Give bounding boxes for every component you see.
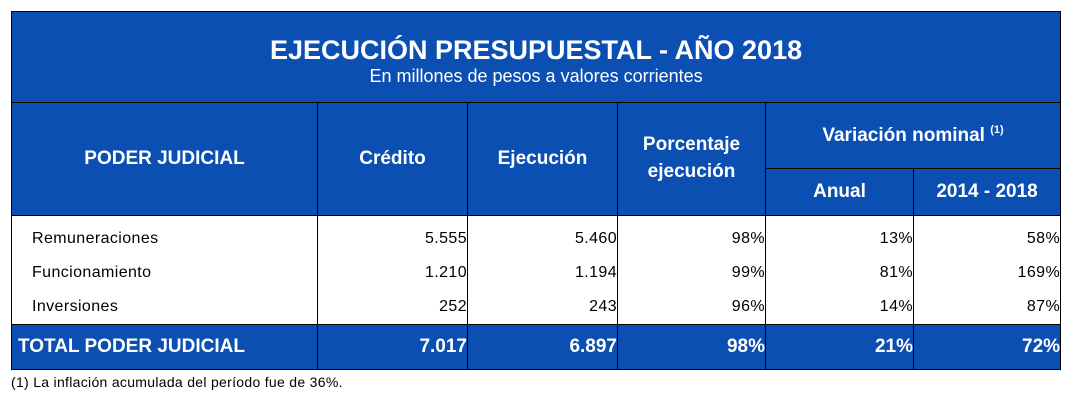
cell-periodo: 87% <box>912 290 1062 325</box>
budget-table: EJECUCIÓN PRESUPUESTAL - AÑO 2018 En mil… <box>10 11 1062 370</box>
total-periodo: 72% <box>912 324 1062 370</box>
total-porcentaje: 98% <box>617 324 766 370</box>
cell-porcentaje: 99% <box>617 256 766 290</box>
header-ejecucion: Ejecución <box>467 102 618 216</box>
header-credito: Crédito <box>317 102 468 216</box>
header-periodo: 2014 - 2018 <box>912 168 1062 216</box>
cell-porcentaje: 98% <box>617 215 766 256</box>
cell-periodo: 58% <box>912 215 1062 256</box>
cell-anual: 81% <box>765 256 914 290</box>
cell-credito: 1.210 <box>317 256 468 290</box>
table-subtitle: En millones de pesos a valores corriente… <box>10 66 1062 103</box>
header-variacion-nominal: Variación nominal (1) <box>764 102 1062 169</box>
row-label: Funcionamiento <box>11 256 318 290</box>
footnote: (1) La inflación acumulada del período f… <box>11 374 343 390</box>
cell-ejecucion: 243 <box>467 290 618 325</box>
row-label: Remuneraciones <box>11 215 318 256</box>
cell-anual: 14% <box>765 290 914 325</box>
cell-ejecucion: 5.460 <box>467 215 618 256</box>
table-title: EJECUCIÓN PRESUPUESTAL - AÑO 2018 <box>10 11 1062 66</box>
cell-periodo: 169% <box>912 256 1062 290</box>
header-anual: Anual <box>765 168 914 216</box>
cell-porcentaje: 96% <box>617 290 766 325</box>
total-label: TOTAL PODER JUDICIAL <box>11 324 318 370</box>
table-row: Remuneraciones 5.555 5.460 98% 13% 58% <box>11 215 1062 256</box>
cell-ejecucion: 1.194 <box>467 256 618 290</box>
total-row: TOTAL PODER JUDICIAL 7.017 6.897 98% 21%… <box>11 324 1062 370</box>
header-porcentaje: Porcentaje ejecución <box>617 102 766 216</box>
header-variacion-label: Variación nominal <box>822 125 985 146</box>
total-ejecucion: 6.897 <box>467 324 618 370</box>
total-credito: 7.017 <box>317 324 468 370</box>
cell-credito: 5.555 <box>317 215 468 256</box>
table-row: Funcionamiento 1.210 1.194 99% 81% 169% <box>11 256 1062 290</box>
table-row: Inversiones 252 243 96% 14% 87% <box>11 290 1062 325</box>
header-poder-judicial: PODER JUDICIAL <box>11 102 318 216</box>
total-anual: 21% <box>765 324 914 370</box>
cell-anual: 13% <box>765 215 914 256</box>
row-label: Inversiones <box>11 290 318 325</box>
cell-credito: 252 <box>317 290 468 325</box>
header-variacion-footnote-ref: (1) <box>990 124 1004 136</box>
